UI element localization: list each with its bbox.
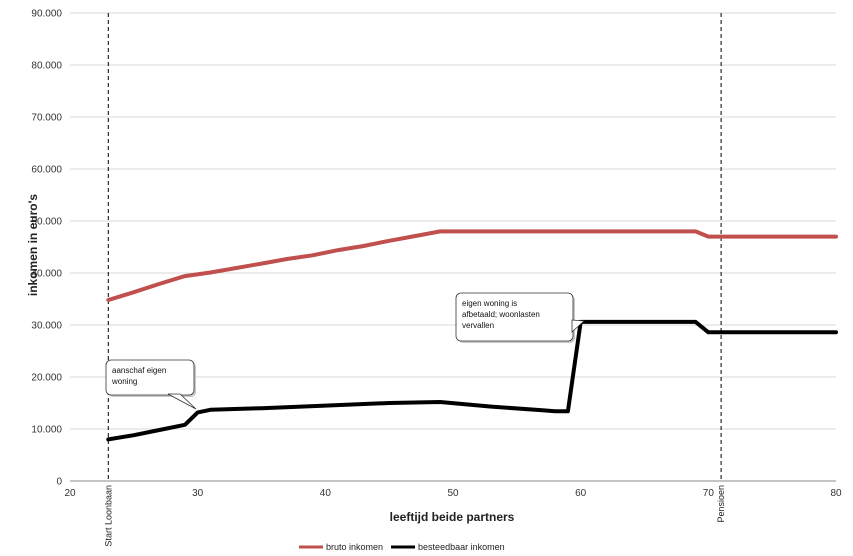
callout: eigen woning is afbetaald; woonlasten verv… (455, 292, 585, 343)
y-tick-label: 50.000 (31, 217, 62, 228)
x-tick-label: 20 (64, 488, 76, 499)
callout-text: eigen woning is (462, 299, 517, 308)
y-tick-label: 70.000 (31, 113, 62, 124)
x-tick-label: 80 (830, 488, 842, 499)
y-axis-title: inkomen in euro's (26, 194, 40, 297)
x-tick-label: 70 (703, 488, 715, 499)
callout-text: woning (111, 377, 137, 386)
y-tick-label: 20.000 (31, 373, 62, 384)
legend-label: bruto inkomen (326, 542, 383, 552)
callout-text: vervallen (462, 321, 494, 330)
callout-box (105, 359, 195, 396)
callout-pointer (571, 319, 585, 333)
y-tick-label: 40.000 (31, 269, 62, 280)
x-tick-label: 40 (320, 488, 332, 499)
series-line (106, 229, 838, 302)
y-tick-label: 80.000 (31, 61, 62, 72)
callout: aanschaf eigen woning (105, 359, 197, 410)
y-tick-label: 10.000 (31, 425, 62, 436)
reference-line-label: Start Loonbaan (103, 485, 113, 547)
y-tick-label: 60.000 (31, 165, 62, 176)
x-tick-label: 60 (575, 488, 587, 499)
series-lines (106, 229, 838, 442)
callouts: aanschaf eigen woning eigen woning is afbet… (105, 292, 585, 410)
reference-line-label: Pensioen (716, 485, 726, 523)
y-tick-label: 90.000 (31, 9, 62, 20)
y-tick-label: 0 (56, 477, 62, 488)
callout-box (455, 292, 574, 342)
callout-text: aanschaf eigen (112, 366, 166, 375)
x-tick-label: 30 (192, 488, 204, 499)
series-line (106, 319, 838, 442)
x-axis-title: leeftijd beide partners (390, 510, 515, 524)
gridlines (70, 12, 836, 482)
reference-lines: Start Loonbaan Pensioen (103, 13, 726, 547)
legend-label: besteedbaar inkomen (418, 542, 505, 552)
callout-pointer (167, 393, 197, 410)
y-tick-label: 30.000 (31, 321, 62, 332)
callout-text: afbetaald; woonlasten (462, 310, 540, 319)
legend: bruto inkomen besteedbaar inkomen (299, 542, 505, 552)
x-tick-label: 50 (447, 488, 459, 499)
y-tick-labels: 0 10.000 20.000 30.000 40.000 50.000 60.000 70.… (31, 9, 62, 488)
x-tick-labels: 20 30 40 50 60 70 80 (64, 488, 842, 499)
